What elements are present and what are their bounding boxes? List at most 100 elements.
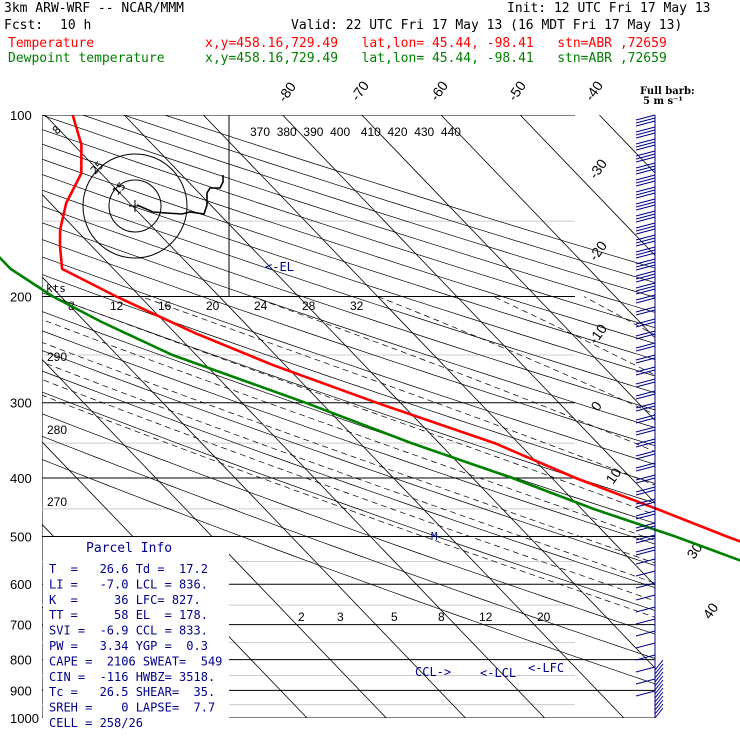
- wind-barb: [635, 246, 656, 253]
- hodograph-ring-label: 8: [50, 123, 64, 137]
- hodograph-ring: [82, 153, 188, 259]
- mixing-ratio-upper-label: 12: [110, 299, 124, 313]
- isotherm-label: -80: [274, 79, 299, 105]
- pressure-tick: 200: [10, 290, 32, 305]
- moist-adiabat: [583, 296, 655, 336]
- wind-barb: [635, 141, 656, 148]
- theta-label: 380: [277, 125, 297, 139]
- wind-barb: [635, 309, 656, 316]
- wind-barb: [635, 489, 656, 496]
- lfc-marker: <-LFC: [528, 661, 564, 675]
- forecast-label: Fcst:: [4, 18, 44, 33]
- parcel-info-panel: Parcel Info T = 26.6 Td = 17.2LI = -7.0 L…: [43, 537, 229, 730]
- wind-barb: [635, 174, 656, 181]
- wind-barb: [635, 192, 656, 199]
- wind-barb: [635, 177, 656, 184]
- model-title: 3km ARW-WRF -- NCAR/MMM: [4, 1, 185, 16]
- lcl-marker: <-LCL: [480, 666, 516, 680]
- dewpoint-label: Dewpoint temperature: [8, 51, 165, 66]
- theta-side-label: 290: [47, 350, 67, 364]
- wind-barb: [635, 582, 656, 589]
- wind-barb: [635, 288, 656, 295]
- moist-adiabat: [42, 394, 655, 618]
- wind-barb: [635, 414, 656, 421]
- isotherm-label: -60: [426, 78, 451, 104]
- wind-barb: [635, 318, 656, 325]
- wind-barb: [635, 114, 656, 121]
- wind-barb: [635, 204, 656, 211]
- wind-barb: [635, 333, 656, 340]
- wind-barb-low: [654, 707, 664, 719]
- wind-barb: [635, 630, 656, 637]
- mixing-ratio-upper-label: 20: [206, 299, 220, 313]
- wind-barb: [635, 369, 656, 376]
- dry-adiabat: [42, 158, 655, 360]
- ccl-marker: CCL->: [415, 665, 451, 679]
- wind-barb: [635, 213, 656, 220]
- parcel-row: CELL = 258/26: [49, 716, 143, 730]
- init-time: Init: 12 UTC Fri 17 May 13: [507, 1, 711, 16]
- wind-barb: [635, 162, 656, 169]
- wind-barb: [635, 285, 656, 292]
- wind-barb: [635, 678, 656, 685]
- wind-barb: [635, 210, 656, 217]
- wind-barb: [635, 474, 656, 481]
- wind-barb: [635, 534, 656, 541]
- dewpoint-trace: [0, 255, 740, 562]
- dry-adiabat: [42, 174, 655, 377]
- wind-note-units: 5 m s⁻¹: [643, 96, 683, 107]
- wind-barb: [635, 345, 656, 352]
- wind-barb: [635, 354, 656, 361]
- wind-barb: [635, 606, 656, 613]
- wind-barb: [635, 441, 656, 448]
- mixing-ratio-upper-label: 28: [302, 299, 316, 313]
- wind-barb: [635, 129, 656, 136]
- isotherm-label: -70: [347, 78, 372, 104]
- wind-barb: [635, 342, 656, 349]
- isotherm-label: -10: [585, 321, 610, 347]
- wind-barb: [635, 294, 656, 301]
- parcel-row: CIN = -116 HWBZ= 3518.: [49, 670, 215, 684]
- isotherm-label: -30: [585, 156, 610, 182]
- wind-barb: [635, 666, 656, 673]
- wind-barb: [635, 201, 656, 208]
- mixing-ratio-lower-label: 5: [391, 610, 398, 624]
- moist-adiabat: [42, 342, 655, 564]
- wind-barb: [635, 222, 656, 229]
- temperature-location: x,y=458.16,729.49 lat,lon= 45.44, -98.41…: [205, 36, 667, 51]
- temperature-label: Temperature: [8, 36, 95, 51]
- wind-barb: [635, 453, 656, 460]
- wind-barb: [635, 381, 656, 388]
- wind-barb-low: [654, 675, 664, 687]
- parcel-row: LI = -7.0 LCL = 836.: [49, 577, 208, 591]
- parcel-row: SVI = -6.9 CCL = 833.: [49, 624, 208, 638]
- wind-barb-low: [654, 671, 664, 683]
- dry-adiabat: [42, 274, 655, 484]
- wind-barb: [635, 486, 656, 493]
- wind-barb: [635, 264, 656, 271]
- parcel-row: Tc = 26.5 SHEAR= 35.: [49, 685, 215, 699]
- moist-adiabat: [52, 296, 655, 516]
- wind-barb: [635, 153, 656, 160]
- theta-side-label: 280: [47, 423, 67, 437]
- pressure-tick: 300: [10, 396, 32, 411]
- pressure-tick: 500: [10, 529, 32, 544]
- wind-barb: [635, 537, 656, 544]
- wind-barb: [635, 132, 656, 139]
- wind-barb: [635, 477, 656, 484]
- dry-adiabat: [42, 370, 655, 589]
- parcel-row: K = 36 LFC= 827.: [49, 593, 201, 607]
- wind-barb-low: [654, 687, 664, 699]
- wind-barb: [635, 366, 656, 373]
- wind-barb: [635, 462, 656, 469]
- hodograph-trace: [136, 175, 224, 215]
- pressure-tick: 700: [10, 618, 32, 633]
- isotherm-label: -50: [504, 78, 529, 104]
- pressure-tick: 1000: [10, 711, 39, 726]
- isotherm-line: [519, 115, 655, 256]
- parcel-title: Parcel Info: [86, 541, 172, 556]
- wind-barb: [635, 261, 656, 268]
- wind-barb: [635, 690, 656, 697]
- theta-label: 410: [361, 125, 381, 139]
